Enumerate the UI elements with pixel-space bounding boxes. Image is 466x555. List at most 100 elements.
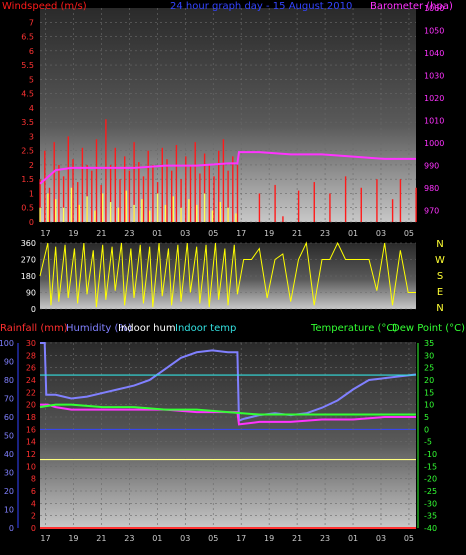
temp-x-axis-ticks: 17 19 21 23 01 03 05 17 19 21 23 01 03 05 bbox=[40, 534, 414, 543]
windspeed-tick-label: 2 bbox=[29, 161, 34, 170]
barometer-tick-label: 1030 bbox=[424, 72, 444, 81]
humidity-tick-label: 20 bbox=[4, 487, 14, 496]
direction-tick-label: 270 bbox=[21, 256, 36, 265]
temp-hum-plot-area bbox=[40, 342, 416, 528]
gust-bar bbox=[227, 207, 229, 222]
windspeed-bar bbox=[114, 147, 116, 222]
temperature-axis-label: Temperature (°C) bbox=[310, 323, 397, 334]
windspeed-bar bbox=[297, 190, 300, 222]
windspeed-bar bbox=[218, 150, 220, 222]
temperature-tick-label: -5 bbox=[424, 438, 432, 447]
windspeed-tick-label: 4.5 bbox=[21, 90, 34, 99]
temperature-tick-label: 20 bbox=[424, 376, 434, 385]
indoor-hum-label: Indoor hum bbox=[118, 323, 176, 334]
windspeed-bar bbox=[399, 179, 402, 222]
windspeed-bar bbox=[208, 164, 210, 222]
wind-x-tick-label: 01 bbox=[152, 229, 162, 238]
windspeed-tick-label: 3 bbox=[29, 132, 34, 141]
temp-x-tick-label: 01 bbox=[348, 534, 358, 543]
wind-x-tick-label: 03 bbox=[376, 229, 386, 238]
humidity-tick-label: 30 bbox=[4, 469, 14, 478]
humidity-tick-label: 60 bbox=[4, 413, 14, 422]
gust-bar bbox=[156, 193, 159, 222]
humidity-line bbox=[40, 342, 417, 423]
rainfall-tick-label: 20 bbox=[26, 401, 36, 410]
windspeed-bar bbox=[147, 150, 149, 222]
temp-x-tick-label: 05 bbox=[208, 534, 218, 543]
humidity-tick-label: 40 bbox=[4, 450, 14, 459]
windspeed-bar bbox=[133, 142, 135, 222]
wind-direction-axis-ticks: 360 270 180 90 0 bbox=[21, 239, 36, 314]
humidity-tick-label: 50 bbox=[4, 432, 14, 441]
gust-bar bbox=[125, 190, 127, 222]
rainfall-tick-label: 28 bbox=[26, 351, 36, 360]
gust-bar bbox=[62, 207, 65, 222]
gust-bar bbox=[78, 204, 80, 222]
rainfall-tick-label: 4 bbox=[31, 499, 36, 508]
temperature-tick-label: -10 bbox=[424, 450, 437, 459]
rainfall-tick-label: 30 bbox=[26, 339, 36, 348]
barometer-polyline bbox=[39, 151, 416, 185]
gust-bar bbox=[211, 210, 214, 222]
gust-bar bbox=[219, 202, 221, 222]
windspeed-bar bbox=[213, 176, 215, 222]
direction-tick-label: 180 bbox=[21, 272, 36, 281]
windspeed-tick-label: 1.5 bbox=[21, 175, 34, 184]
direction-tick-label: 0 bbox=[31, 305, 36, 314]
gust-bar bbox=[70, 187, 73, 222]
windspeed-tick-label: 4 bbox=[29, 104, 34, 113]
windspeed-bar bbox=[119, 179, 121, 222]
chart-title: 24 hour graph day - 15 August 2010 bbox=[170, 1, 352, 12]
gust-bar bbox=[133, 204, 135, 222]
compass-label: S bbox=[437, 271, 443, 282]
wind-x-tick-label: 23 bbox=[320, 229, 330, 238]
windspeed-axis-label: Windspeed (m/s) bbox=[2, 1, 87, 12]
barometer-tick-label: 970 bbox=[424, 207, 439, 216]
windspeed-tick-label: 2.5 bbox=[21, 147, 34, 156]
windspeed-bar bbox=[81, 147, 84, 222]
windspeed-tick-label: 6.5 bbox=[21, 33, 34, 42]
windspeed-bar bbox=[58, 164, 60, 222]
windspeed-bar bbox=[313, 182, 315, 222]
gust-bar bbox=[203, 193, 206, 222]
humidity-tick-label: 80 bbox=[4, 376, 14, 385]
windspeed-bar bbox=[124, 156, 126, 222]
rainfall-tick-label: 8 bbox=[31, 475, 36, 484]
temp-x-tick-label: 19 bbox=[68, 534, 78, 543]
temperature-tick-label: 10 bbox=[424, 401, 434, 410]
temperature-tick-label: 35 bbox=[424, 339, 434, 348]
barometer-tick-label: 980 bbox=[424, 184, 439, 193]
temp-x-tick-label: 01 bbox=[152, 534, 162, 543]
barometer-tick-label: 1050 bbox=[424, 27, 444, 36]
barometer-tick-label: 1040 bbox=[424, 49, 444, 58]
gust-bar bbox=[109, 202, 112, 222]
temp-x-tick-label: 21 bbox=[292, 534, 302, 543]
windspeed-bar bbox=[62, 176, 65, 222]
windspeed-bar bbox=[95, 139, 98, 222]
temperature-tick-label: 30 bbox=[424, 351, 434, 360]
windspeed-bar bbox=[180, 179, 182, 222]
windspeed-bar bbox=[203, 153, 206, 222]
gust-bar bbox=[180, 207, 182, 222]
temperature-tick-label: -40 bbox=[424, 524, 437, 533]
humidity-tick-label: 70 bbox=[4, 395, 14, 404]
humidity-tick-label: 100 bbox=[0, 339, 14, 348]
rainfall-tick-label: 10 bbox=[26, 462, 36, 471]
gust-bar bbox=[117, 207, 120, 222]
windspeed-tick-label: 5 bbox=[29, 75, 34, 84]
windspeed-tick-label: 1 bbox=[29, 189, 34, 198]
temperature-tick-label: -30 bbox=[424, 499, 437, 508]
windspeed-bar bbox=[189, 164, 192, 222]
barometer-tick-label: 990 bbox=[424, 162, 439, 171]
windspeed-bar bbox=[72, 159, 74, 222]
rainfall-tick-label: 18 bbox=[26, 413, 36, 422]
barometer-tick-label: 1000 bbox=[424, 139, 444, 148]
wind-x-tick-label: 05 bbox=[208, 229, 218, 238]
windspeed-bar bbox=[329, 193, 331, 222]
compass-label: W bbox=[435, 255, 445, 266]
windspeed-bar bbox=[175, 144, 178, 222]
temp-x-tick-label: 19 bbox=[264, 534, 274, 543]
